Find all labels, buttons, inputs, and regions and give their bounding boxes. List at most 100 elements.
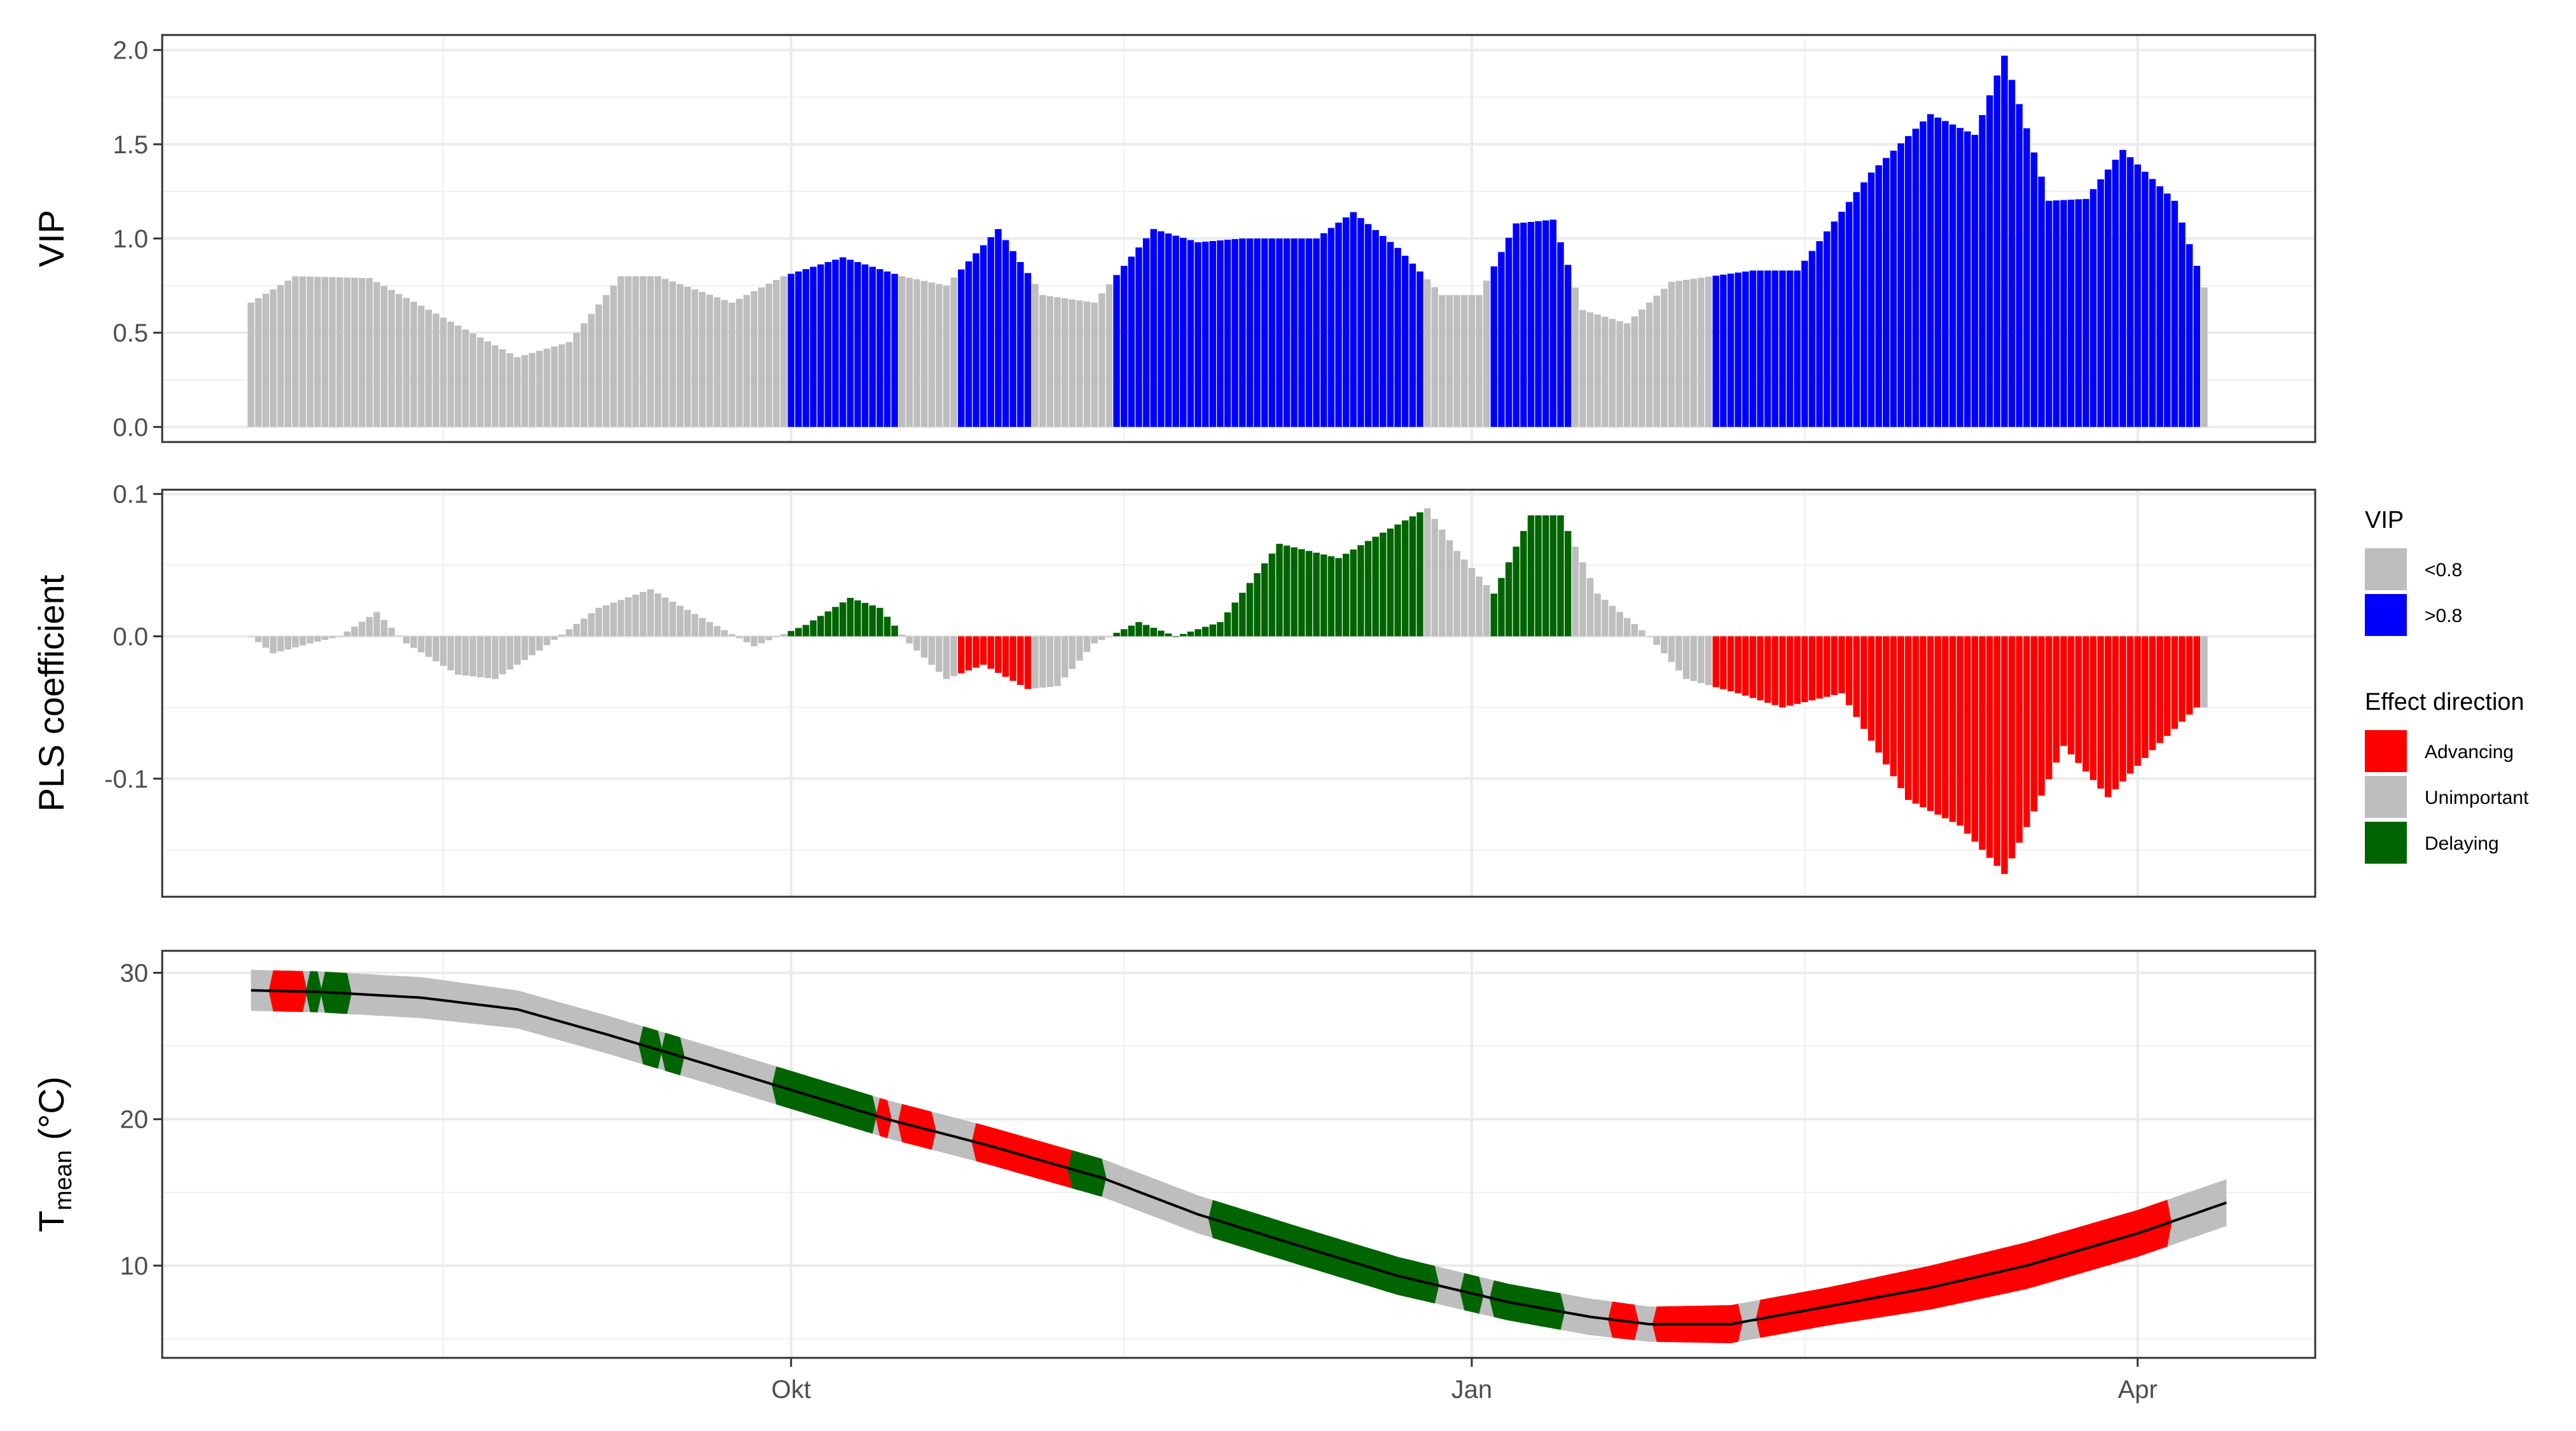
pls-bar — [380, 619, 388, 637]
vip-bar — [2060, 200, 2067, 427]
pls-bar — [639, 591, 647, 637]
vip-bar — [447, 321, 454, 427]
pls-bar — [262, 636, 270, 648]
vip-bar — [1705, 277, 1712, 427]
vip-bar — [1786, 270, 1794, 427]
pls-bar — [1261, 563, 1268, 637]
vip-bar — [1017, 262, 1024, 427]
pls-bar — [751, 636, 758, 647]
vip-bar — [1431, 287, 1438, 427]
shared-x-axis: Okt Jan Apr — [772, 1358, 2157, 1404]
pls-bar — [499, 636, 506, 675]
pls-bar — [1831, 636, 1838, 695]
vip-bar — [1380, 236, 1387, 427]
legend-label: >0.8 — [2425, 605, 2462, 626]
vip-bar — [661, 279, 669, 427]
vip-bar — [2067, 199, 2075, 427]
vip-bar — [1645, 302, 1653, 427]
pls-bar — [625, 597, 632, 637]
vip-bar — [1927, 114, 1934, 427]
pls-bar — [795, 628, 802, 637]
vip-bar — [625, 276, 632, 427]
vip-bar — [795, 271, 802, 427]
pls-bar — [958, 636, 965, 674]
pls-plot-frame — [161, 488, 2316, 898]
vip-bar — [277, 285, 284, 427]
vip-bar — [1120, 265, 1128, 427]
vip-bar — [1180, 238, 1187, 427]
vip-bar — [1423, 279, 1431, 427]
pls-bar — [573, 623, 580, 637]
pls-bar — [2097, 636, 2104, 789]
vip-bar — [2089, 189, 2097, 427]
vip-bar — [1439, 294, 1446, 427]
pls-bar — [521, 636, 529, 660]
vip-bar — [1054, 297, 1061, 427]
vip-bar — [1727, 273, 1735, 427]
vip-bar — [1520, 223, 1527, 427]
legend: VIP <0.8 >0.8 Effect direction Advancing Unim… — [2365, 507, 2529, 864]
vip-bar — [691, 289, 698, 427]
pls-bar — [1616, 612, 1623, 637]
pls-bar — [1009, 636, 1016, 681]
pls-bar — [1039, 636, 1046, 688]
pls-bar — [1313, 553, 1320, 637]
pls-bar — [1276, 544, 1283, 637]
pls-bar — [1794, 636, 1801, 704]
pls-bar — [2089, 636, 2097, 780]
pls-bar — [395, 635, 403, 637]
pls-bar — [1327, 556, 1335, 637]
pls-bar — [913, 636, 920, 651]
pls-bar — [1350, 549, 1357, 637]
pls-bar — [721, 630, 728, 637]
pls-bar — [1883, 636, 1890, 764]
vip-bar — [1453, 294, 1460, 427]
vip-bar — [1683, 279, 1690, 427]
pls-bar — [965, 636, 973, 671]
vip-bar — [1320, 233, 1327, 427]
pls-bar — [403, 636, 410, 644]
vip-bar — [1446, 294, 1453, 427]
vip-bar — [492, 345, 499, 427]
legend-swatch — [2365, 548, 2407, 590]
vip-bar — [506, 353, 513, 427]
vip-bar — [1135, 247, 1142, 427]
pls-bar — [314, 636, 321, 642]
vip-bar — [469, 333, 476, 427]
vip-bar — [1801, 260, 1808, 427]
pls-bar — [1609, 605, 1616, 637]
vip-bar — [973, 253, 980, 427]
pls-bar — [1638, 630, 1645, 637]
vip-bar — [891, 273, 898, 427]
vip-bar — [684, 286, 691, 427]
vip-bar — [758, 287, 765, 427]
pls-bar — [1165, 633, 1172, 637]
vip-bar — [706, 294, 714, 427]
vip-bar — [1239, 238, 1246, 427]
pls-bar — [2008, 636, 2016, 859]
vip-bar — [536, 350, 543, 427]
legend-swatch — [2365, 730, 2407, 772]
vip-bar — [1890, 150, 1897, 427]
pls-bar — [2126, 636, 2134, 774]
pls-bar — [484, 636, 492, 679]
vip-bar — [1276, 238, 1283, 427]
pls-bar — [1231, 602, 1238, 637]
vip-bar — [1128, 256, 1135, 427]
vip-bar — [1549, 219, 1557, 427]
vip-bar — [1675, 280, 1682, 427]
vip-bar — [1668, 282, 1675, 427]
pls-bar — [1446, 540, 1453, 637]
pls-bar — [610, 602, 617, 637]
vip-bar — [433, 314, 440, 427]
vip-bar — [440, 317, 447, 427]
vip-bar — [647, 276, 654, 427]
vip-bar — [1105, 284, 1113, 427]
vip-bar — [1513, 223, 1520, 427]
pls-bar — [1742, 636, 1749, 696]
vip-bar — [1993, 75, 2001, 427]
pls-bar — [425, 636, 432, 657]
vip-bar — [1920, 121, 1927, 427]
pls-bar — [1586, 577, 1594, 637]
pls-bar — [580, 618, 588, 637]
